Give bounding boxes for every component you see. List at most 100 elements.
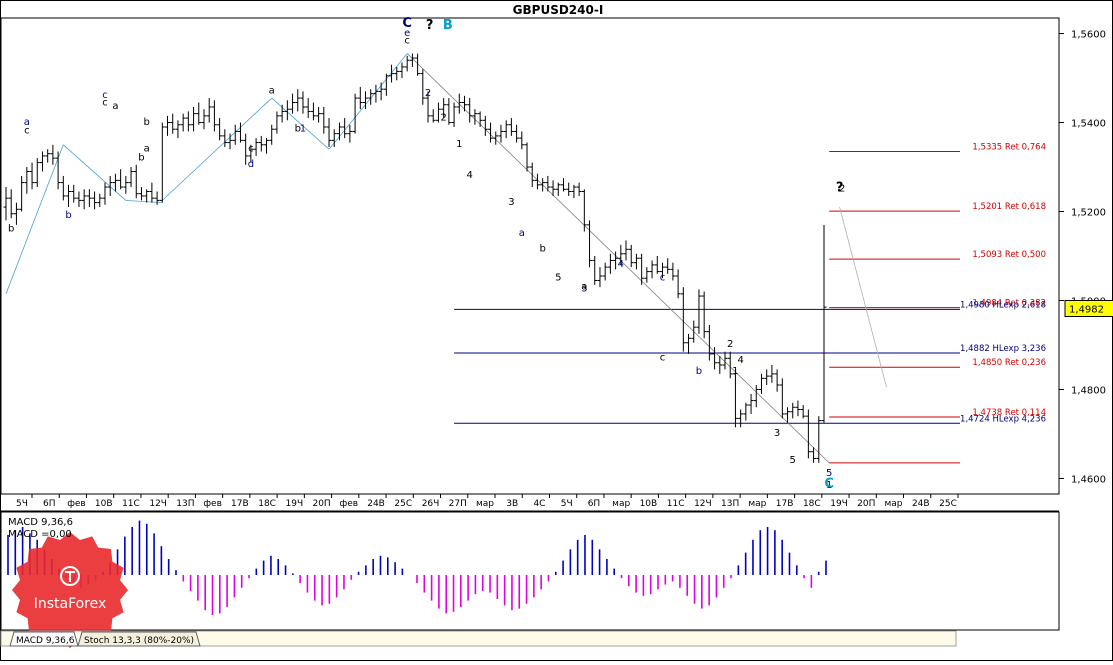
candle bbox=[524, 142, 530, 172]
time-tick-label: 12Ч bbox=[149, 499, 167, 509]
candle bbox=[191, 106, 197, 132]
wave-label: 4 bbox=[467, 170, 473, 181]
candle bbox=[618, 244, 624, 265]
candle bbox=[540, 178, 546, 192]
wave-label: b bbox=[295, 123, 301, 134]
tab-macd[interactable]: MACD 9,36,6 bbox=[9, 631, 79, 647]
candle bbox=[795, 400, 801, 417]
candle bbox=[253, 138, 259, 156]
wave-label: a bbox=[144, 143, 150, 154]
candle bbox=[352, 93, 358, 134]
chart-title: GBPUSD240-I bbox=[513, 3, 604, 17]
wave-label: 2 bbox=[839, 183, 845, 194]
candle bbox=[493, 131, 499, 145]
wave-label: 5 bbox=[555, 272, 561, 283]
watermark-badge bbox=[12, 532, 128, 648]
time-tick-label: 5Ч bbox=[16, 499, 28, 509]
candle bbox=[482, 115, 488, 136]
candle bbox=[435, 102, 441, 123]
macd-value-label: MACD =0,00 bbox=[8, 529, 72, 540]
candle bbox=[138, 187, 144, 201]
wave-label: b bbox=[8, 224, 14, 235]
candle bbox=[550, 180, 556, 196]
candle bbox=[508, 118, 514, 136]
wave-line bbox=[328, 53, 408, 150]
wave-label: ? bbox=[836, 180, 844, 195]
candle bbox=[227, 133, 233, 150]
candle bbox=[50, 144, 56, 165]
candle bbox=[566, 182, 572, 196]
trend-lines bbox=[5, 53, 887, 464]
wave-label: 5 bbox=[826, 468, 832, 479]
wave-line bbox=[5, 144, 64, 294]
candle bbox=[654, 256, 660, 274]
candle bbox=[13, 202, 19, 225]
time-tick-label: фев bbox=[67, 499, 86, 509]
candle bbox=[8, 189, 14, 219]
candle bbox=[727, 351, 733, 379]
candle bbox=[529, 162, 535, 188]
candle bbox=[456, 93, 462, 114]
time-tick-label: 12Ч bbox=[694, 499, 712, 509]
wave-label: 2 bbox=[727, 339, 733, 350]
wave-label: 1 bbox=[826, 480, 832, 491]
candle bbox=[180, 113, 186, 132]
candle bbox=[623, 240, 629, 261]
candle bbox=[165, 115, 171, 136]
price-axis: 1,56001,54001,52001,50001,48001,46001,49… bbox=[1059, 30, 1113, 485]
wave-label: a bbox=[519, 228, 525, 239]
level-label: 1,5201 Ret 0,618 bbox=[972, 202, 1046, 212]
time-tick-label: 18С bbox=[803, 499, 821, 509]
candle bbox=[321, 106, 327, 134]
candle bbox=[76, 191, 82, 208]
candle bbox=[368, 89, 374, 105]
current-price-badge bbox=[1064, 299, 1113, 317]
price-tick-label: 1,5400 bbox=[1071, 119, 1106, 130]
time-tick-label: 27П bbox=[449, 499, 467, 509]
candle bbox=[217, 118, 223, 141]
time-tick-label: 24В bbox=[367, 499, 385, 509]
candle bbox=[613, 251, 619, 270]
candle bbox=[800, 405, 806, 419]
candle bbox=[732, 369, 738, 428]
instaforex-watermark: InstaForex bbox=[12, 532, 128, 648]
candle bbox=[300, 91, 306, 114]
candle bbox=[128, 167, 134, 188]
candle bbox=[415, 53, 421, 76]
candle bbox=[336, 122, 342, 141]
candle bbox=[60, 175, 66, 201]
candle bbox=[71, 184, 77, 203]
wave-label: c bbox=[248, 143, 254, 154]
tab-strip bbox=[0, 630, 957, 647]
wave-line bbox=[162, 97, 272, 201]
candle bbox=[488, 122, 494, 143]
candle bbox=[201, 109, 207, 130]
indicator-tabs[interactable]: MACD 9,36,6 Stoch 13,3,3 (80%-20%) bbox=[0, 630, 957, 647]
candle bbox=[237, 122, 243, 143]
candle bbox=[686, 333, 692, 354]
candle bbox=[399, 62, 405, 79]
candle bbox=[461, 95, 467, 112]
candle bbox=[743, 402, 749, 421]
level-label: 1,5093 Ret 0,500 bbox=[972, 250, 1046, 260]
candle bbox=[649, 260, 655, 279]
wave-label: 1 bbox=[732, 366, 738, 377]
candle bbox=[3, 187, 9, 221]
macd-panel-border bbox=[0, 511, 1060, 631]
candle bbox=[133, 164, 139, 199]
wave-label: 4 bbox=[737, 355, 743, 366]
wave-label: 3 bbox=[581, 284, 587, 295]
tab-stoch[interactable]: Stoch 13,3,3 (80%-20%) bbox=[77, 631, 201, 647]
candle bbox=[659, 262, 665, 279]
candle bbox=[185, 111, 191, 132]
candle bbox=[764, 369, 770, 386]
candle bbox=[691, 320, 697, 343]
time-tick-label: 26Ч bbox=[422, 499, 440, 509]
time-tick-label: 5Ч bbox=[561, 499, 573, 509]
candle bbox=[378, 82, 384, 101]
candle bbox=[394, 66, 400, 81]
candle bbox=[472, 109, 478, 125]
candle bbox=[243, 133, 249, 165]
logo-ring bbox=[60, 566, 80, 586]
